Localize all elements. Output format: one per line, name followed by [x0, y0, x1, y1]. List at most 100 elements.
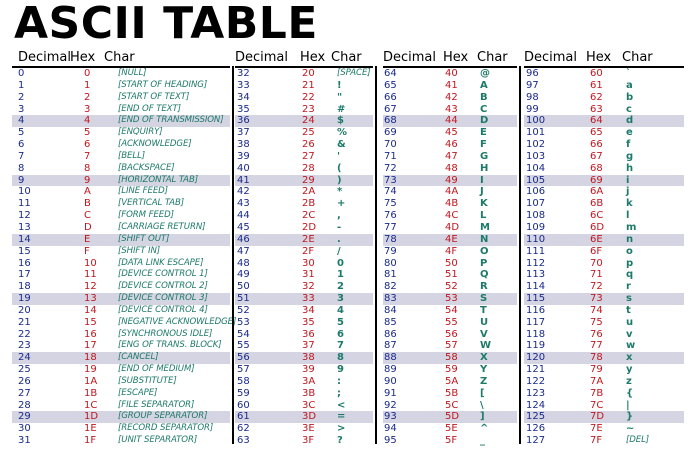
- decimal-value: 50: [237, 281, 250, 293]
- decimal-value: 89: [384, 364, 397, 376]
- hex-value: 3: [84, 103, 91, 115]
- decimal-value: 70: [384, 139, 397, 151]
- char-value: H: [480, 162, 489, 174]
- table-row: 14 E [SHIFT OUT]: [12, 233, 230, 246]
- char-value: [NULL]: [118, 68, 147, 78]
- char-value: v: [626, 328, 633, 340]
- decimal-value: 35: [237, 103, 250, 115]
- hex-value: 49: [445, 174, 458, 186]
- table-row: 17 11 [DEVICE CONTROL 1]: [12, 269, 230, 281]
- char-value: 4: [337, 304, 344, 316]
- hex-value: 57: [445, 340, 458, 352]
- column-divider: [232, 66, 234, 444]
- hex-value: 14: [84, 304, 97, 316]
- decimal-value: 106: [526, 186, 546, 198]
- char-value: a: [626, 79, 633, 91]
- table-row: 42 2A *: [235, 186, 373, 198]
- table-row: 50 32 2: [235, 281, 373, 293]
- hex-value: 69: [590, 174, 603, 186]
- decimal-value: 91: [384, 387, 397, 399]
- hex-value: 2E: [302, 233, 315, 245]
- table-row: 110 6E n: [524, 233, 684, 246]
- decimal-value: 112: [526, 257, 546, 269]
- char-value: `: [626, 68, 631, 79]
- ascii-column-3: Decimal Hex Char 64 40 @65 41 A 66 42 B 67 43 C 68 44 D 6…: [383, 49, 517, 449]
- char-value: e: [626, 127, 633, 139]
- decimal-value: 60: [237, 399, 250, 411]
- hex-value: 23: [302, 103, 315, 115]
- table-row: 10 A [LINE FEED]: [12, 186, 230, 198]
- decimal-value: 42: [237, 186, 250, 198]
- table-row: 83 53 S: [383, 293, 517, 305]
- char-value: [SHIFT OUT]: [118, 233, 170, 244]
- hex-value: 13: [84, 293, 97, 305]
- char-value: f: [626, 139, 631, 151]
- char-value: [END OF MEDIUM]: [118, 364, 195, 375]
- table-row: 37 25%: [235, 127, 373, 139]
- hex-value: 58: [445, 352, 458, 364]
- char-value: $: [337, 115, 344, 127]
- decimal-value: 43: [237, 198, 250, 210]
- table-row: 49 31 1: [235, 269, 373, 281]
- hex-value: 52: [445, 281, 458, 293]
- table-row: 72 48 H: [383, 163, 517, 175]
- char-value: ': [337, 150, 341, 162]
- hex-value: 63: [590, 103, 603, 115]
- table-row: 21 15 [NEGATIVE ACKNOWLEDGE]: [12, 316, 236, 329]
- decimal-value: 92: [384, 399, 397, 411]
- char-value: 3: [337, 293, 344, 305]
- hex-value: 6E: [590, 233, 603, 245]
- decimal-value: 124: [526, 399, 546, 411]
- char-value: X: [480, 352, 488, 364]
- hex-value: 15: [84, 316, 97, 328]
- hex-value: 5F: [445, 435, 458, 447]
- table-row: 112 70 p: [524, 258, 684, 270]
- table-row: 19 13 [DEVICE CONTROL 3]: [12, 293, 230, 305]
- decimal-value: 53: [237, 316, 250, 328]
- char-value: u: [626, 316, 634, 328]
- table-row: 22 16 [SYNCHRONOUS IDLE]: [12, 329, 230, 341]
- page-title: ASCII TABLE: [14, 0, 318, 49]
- table-row: 90 5A Z: [383, 376, 517, 388]
- char-value: [UNIT SEPARATOR]: [118, 435, 198, 446]
- char-value: [ENG OF TRANS. BLOCK]: [118, 340, 222, 351]
- char-value: T: [480, 304, 487, 316]
- decimal-value: 26: [18, 375, 31, 387]
- hex-value: 59: [445, 364, 458, 376]
- hex-value: 4: [84, 115, 91, 127]
- decimal-value: 58: [237, 375, 250, 387]
- hex-value: 2F: [302, 245, 315, 257]
- table-row: 105 69 i: [524, 174, 684, 187]
- char-value: <: [337, 399, 346, 411]
- hex-value: 6A: [590, 186, 604, 198]
- char-value: y: [626, 364, 633, 376]
- table-row: 102 66 f: [524, 139, 684, 151]
- char-value: G: [480, 150, 489, 162]
- table-row: 77 4D M: [383, 222, 517, 234]
- table-row: 79 4F O: [383, 246, 517, 258]
- table-row: 52 34 4: [235, 305, 373, 317]
- table-row: 106 6A j: [524, 186, 684, 198]
- hex-value: 1A: [84, 375, 98, 387]
- hex-value: 30: [302, 257, 315, 269]
- decimal-value: 52: [237, 304, 250, 316]
- char-value: B: [480, 91, 488, 103]
- decimal-value: 71: [384, 150, 397, 162]
- char-value: #: [337, 103, 346, 115]
- char-value: %: [337, 127, 348, 139]
- char-value: 1: [337, 269, 344, 281]
- decimal-value: 119: [526, 340, 546, 352]
- char-value: [: [480, 387, 485, 399]
- char-value: ": [337, 91, 343, 103]
- table-row: 123 7B {: [524, 388, 684, 400]
- hex-value: 3E: [302, 423, 315, 435]
- char-value: q: [626, 269, 634, 281]
- char-value: [SHIFT IN]: [118, 245, 161, 256]
- table-row: 111 6F o: [524, 246, 684, 258]
- table-row: 70 46 F: [383, 139, 517, 151]
- hex-value: 68: [590, 162, 603, 174]
- table-row: 103 67 g: [524, 151, 684, 163]
- table-row: 12 C [FORM FEED]: [12, 210, 230, 222]
- table-row: 75 4B K: [383, 198, 517, 210]
- hex-value: 6F: [590, 245, 603, 257]
